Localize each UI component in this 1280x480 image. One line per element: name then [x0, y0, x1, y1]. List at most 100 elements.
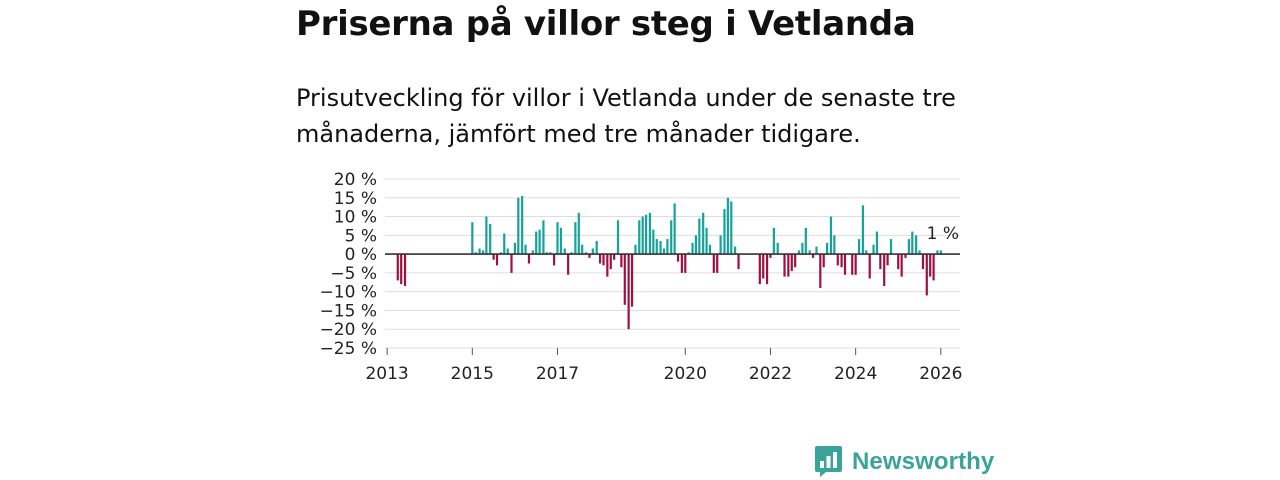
- bar: [822, 254, 825, 268]
- bar: [556, 222, 559, 255]
- bar: [854, 254, 857, 275]
- bar: [623, 254, 626, 305]
- bar: [670, 220, 673, 255]
- bar: [705, 227, 708, 255]
- bar: [538, 229, 541, 255]
- bar: [833, 235, 836, 255]
- bar: [939, 250, 942, 255]
- y-tick-label: 20 %: [334, 170, 377, 190]
- bar: [400, 254, 403, 285]
- bar: [929, 254, 932, 277]
- latest-value-annotation: 1 %: [927, 224, 959, 244]
- bar: [726, 197, 729, 255]
- bar: [613, 254, 616, 260]
- bar: [673, 203, 676, 255]
- bar: [829, 216, 833, 255]
- bar: [634, 244, 637, 255]
- y-axis: 20 %15 %10 %5 %0 %−5 %−10 %−15 %−20 %−25…: [320, 170, 377, 359]
- bar: [574, 222, 577, 255]
- newsworthy-logo: Newsworthy: [815, 446, 994, 477]
- bar: [883, 254, 886, 287]
- bar: [588, 254, 591, 258]
- bar: [790, 254, 793, 272]
- bar: [396, 254, 399, 281]
- bar: [904, 254, 907, 258]
- bar: [662, 248, 666, 255]
- y-tick-label: −5 %: [330, 264, 377, 284]
- chart-grid: [385, 178, 960, 349]
- y-tick-label: 0 %: [345, 245, 377, 265]
- bar: [762, 254, 765, 279]
- bar: [918, 250, 921, 255]
- bar: [524, 244, 527, 255]
- bar: [521, 195, 524, 255]
- bar: [716, 254, 719, 273]
- y-tick-label: 5 %: [345, 226, 377, 246]
- bar: [783, 254, 786, 277]
- bar: [676, 254, 680, 262]
- bar: [865, 250, 868, 255]
- bar: [630, 254, 634, 307]
- bar: [900, 254, 903, 277]
- bar: [936, 250, 939, 255]
- bar: [655, 239, 658, 255]
- y-tick-label: 15 %: [334, 189, 377, 209]
- bar: [691, 242, 694, 255]
- bar: [708, 244, 712, 255]
- bar: [627, 254, 630, 330]
- bar: [535, 231, 538, 255]
- bar: [723, 209, 726, 255]
- bar: [552, 254, 556, 266]
- bar: [684, 254, 687, 273]
- chart-bars: [396, 195, 942, 330]
- bar: [857, 239, 861, 255]
- bar: [489, 224, 492, 255]
- bar: [889, 239, 893, 255]
- bar: [826, 242, 829, 255]
- bar: [652, 229, 655, 255]
- bar: [932, 254, 935, 281]
- bar: [609, 254, 612, 270]
- x-tick-label: 2015: [451, 364, 494, 384]
- y-tick-label: 10 %: [334, 208, 377, 228]
- bar: [819, 254, 822, 288]
- bar: [851, 254, 854, 275]
- bar: [506, 248, 509, 255]
- bar: [581, 244, 584, 255]
- bar: [758, 254, 761, 285]
- bar: [879, 254, 882, 270]
- bar: [666, 239, 669, 255]
- bar: [698, 218, 701, 255]
- x-axis: 2013 2015 2017 2020 2022 2024 2026: [365, 348, 962, 384]
- bar: [577, 212, 580, 255]
- bar: [563, 248, 566, 255]
- bar: [765, 254, 769, 285]
- bar: [843, 254, 847, 275]
- bar: [787, 254, 790, 277]
- bar: [836, 254, 839, 266]
- y-tick-label: −20 %: [320, 320, 377, 340]
- bar: [815, 246, 818, 255]
- x-tick-label: 2024: [834, 364, 877, 384]
- page-title: Priserna på villor steg i Vetlanda: [296, 4, 916, 44]
- bar: [644, 214, 648, 255]
- bar-chart-logo-icon: [815, 446, 842, 477]
- bar: [641, 216, 644, 255]
- bar: [471, 222, 474, 255]
- bar: [474, 252, 477, 255]
- bar: [527, 254, 531, 264]
- x-tick-label: 2022: [749, 364, 792, 384]
- bar: [897, 254, 900, 270]
- bar: [840, 254, 843, 268]
- x-tick-label: 2020: [664, 364, 707, 384]
- bar: [495, 254, 499, 266]
- bar: [911, 231, 914, 255]
- bar: [872, 244, 875, 255]
- page-subtitle: Prisutveckling för villor i Vetlanda und…: [296, 84, 956, 148]
- y-tick-label: −10 %: [320, 283, 377, 303]
- bar: [616, 220, 620, 255]
- bar: [702, 212, 705, 255]
- bar: [513, 242, 517, 255]
- bar: [503, 233, 506, 255]
